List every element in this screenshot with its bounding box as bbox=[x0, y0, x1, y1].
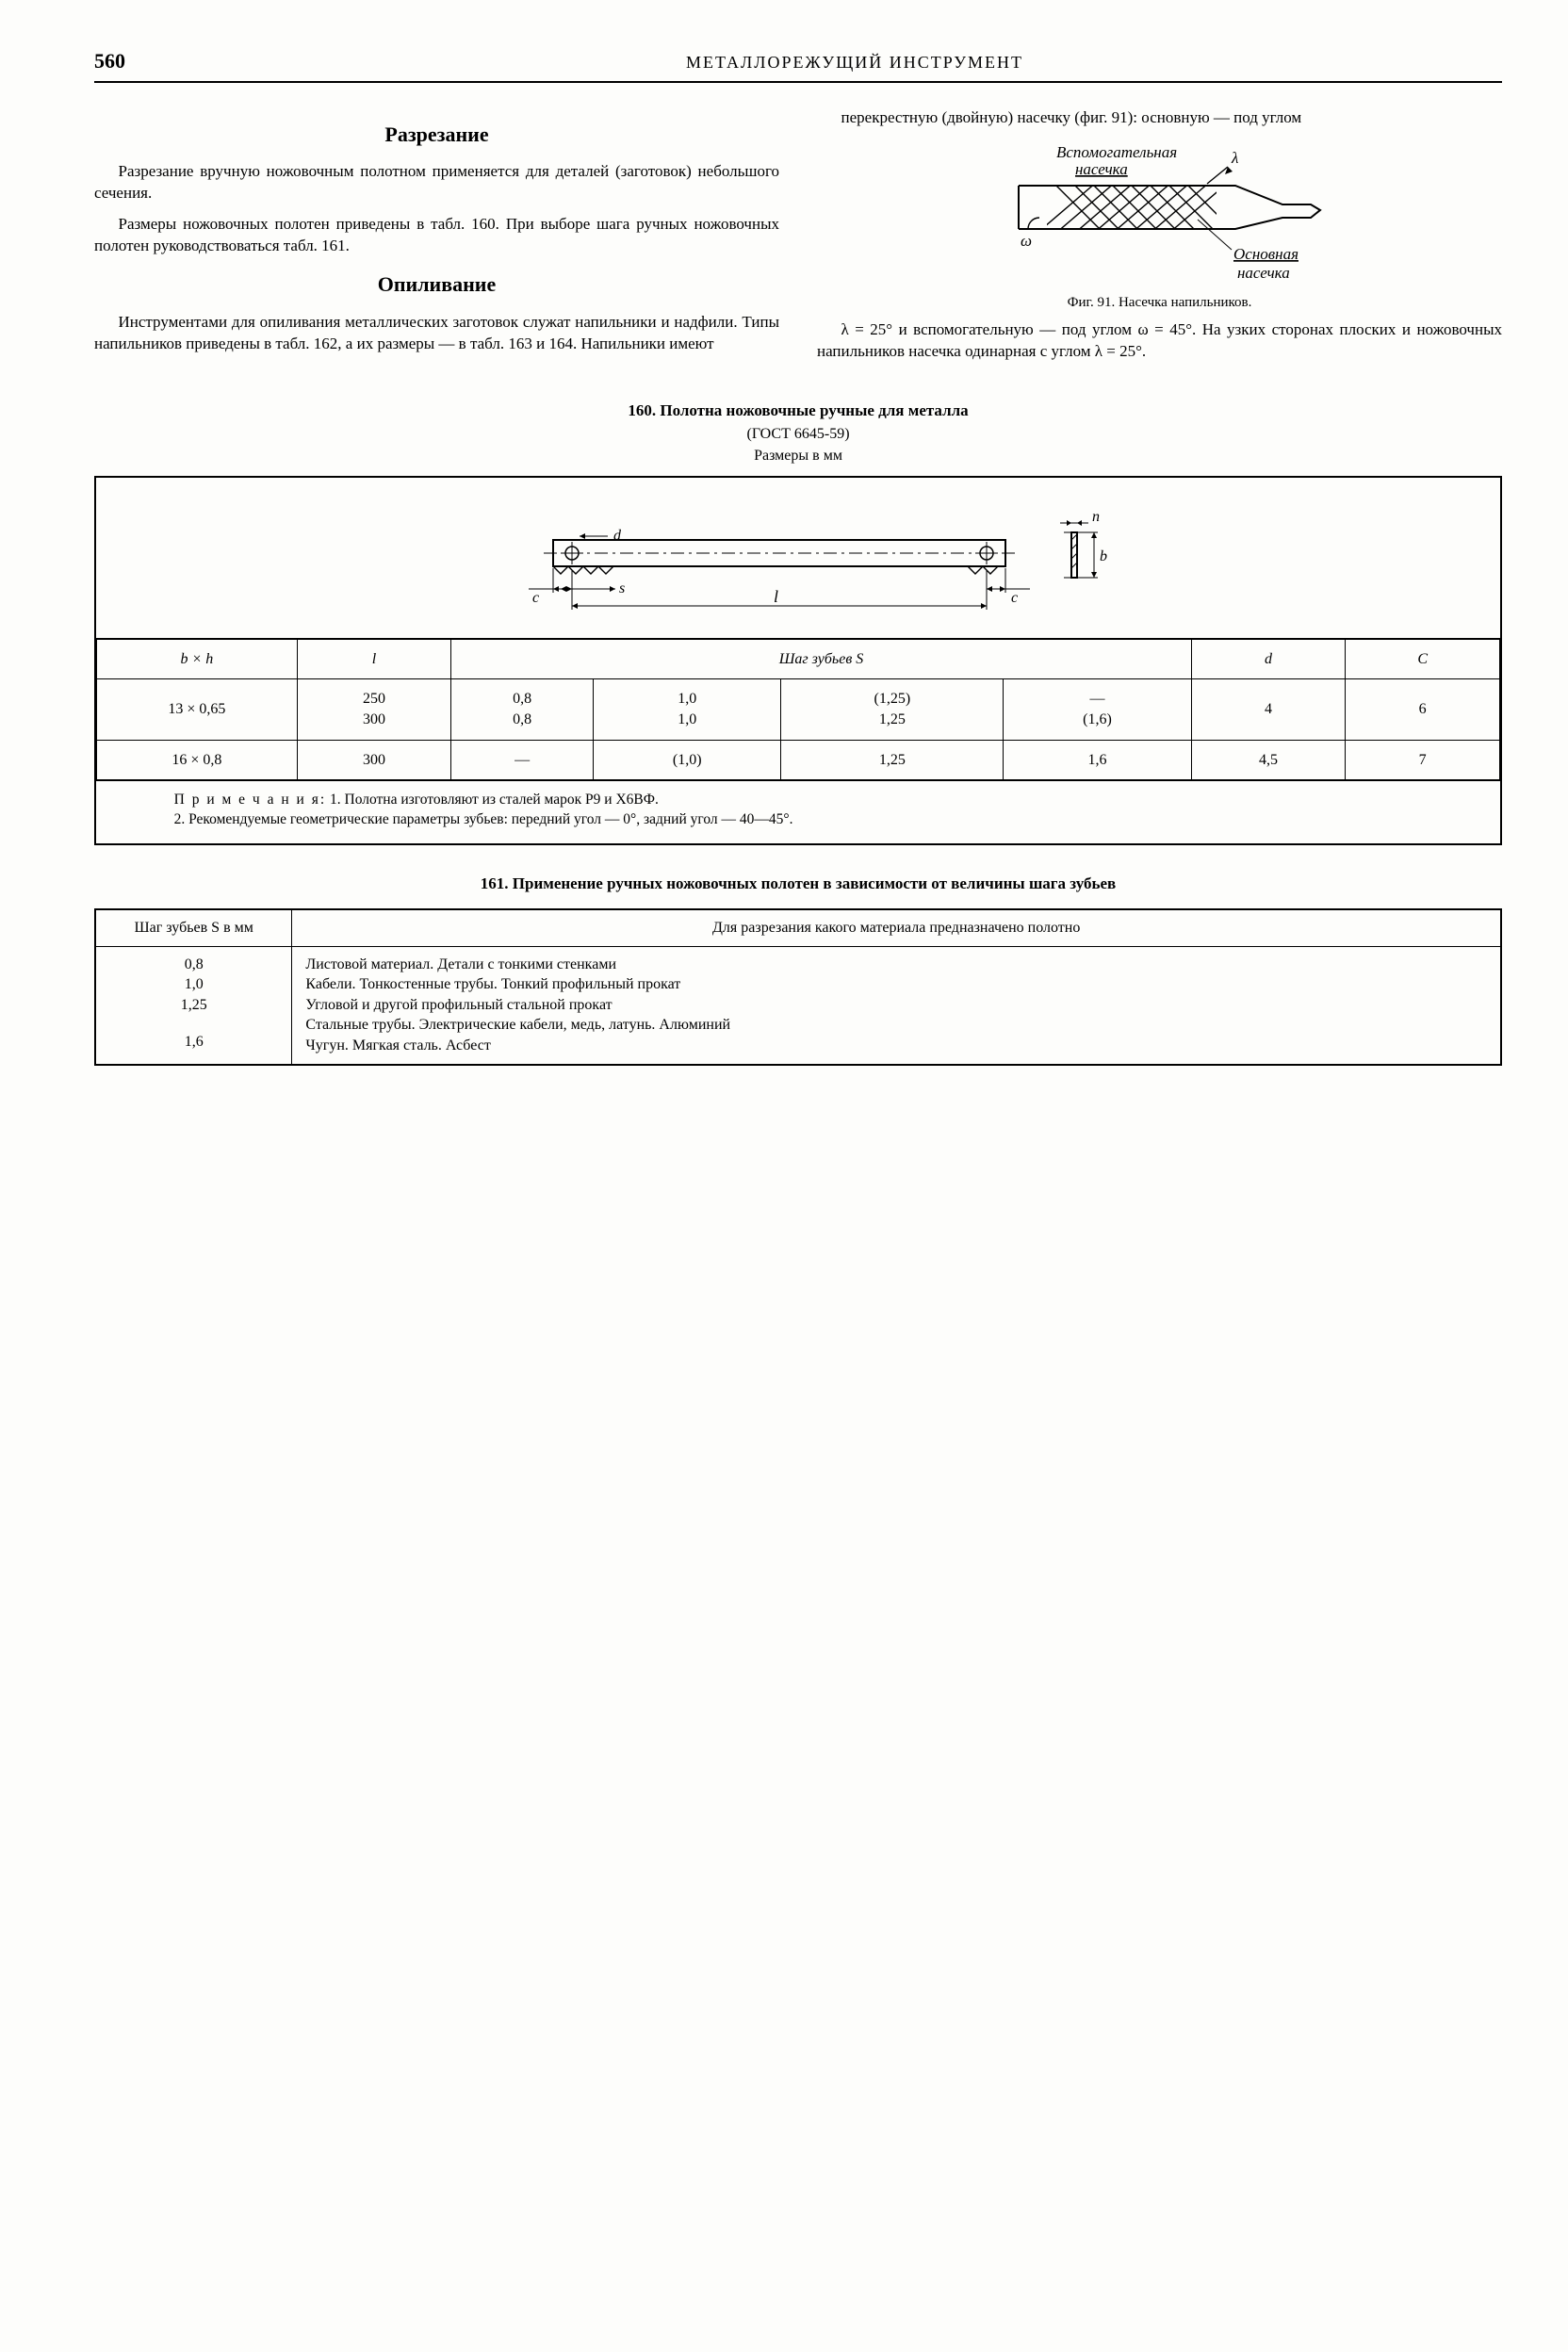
cell: 6 bbox=[1346, 679, 1500, 740]
cell: 300 bbox=[297, 740, 451, 780]
cell-text: Листовой материал. Детали с тонкими стен… bbox=[305, 955, 1487, 975]
table-160-gost: (ГОСТ 6645-59) bbox=[94, 424, 1502, 445]
table-160-outer: d s l c c bbox=[94, 476, 1502, 845]
fig91-label-main2: насечка bbox=[1237, 264, 1290, 282]
note-1: 1. Полотна изготовляют из сталей марок Р… bbox=[330, 792, 659, 808]
cell: —(1,6) bbox=[1004, 679, 1191, 740]
cell: 1,25 bbox=[781, 740, 1004, 780]
cell: (1,0) bbox=[594, 740, 781, 780]
diagram-label-d: d bbox=[613, 528, 622, 544]
section-title-opilivanie: Опиливание bbox=[94, 270, 779, 299]
cell: 0,8 1,0 1,25 1,6 bbox=[95, 946, 292, 1064]
cell-text: 0,8 bbox=[109, 955, 278, 975]
left-column: Разрезание Разрезание вручную ножовочным… bbox=[94, 107, 779, 372]
cell: 1,6 bbox=[1004, 740, 1191, 780]
fig91-label-aux2: насечка bbox=[1075, 160, 1128, 178]
note-2: 2. Рекомендуемые геометрические параметр… bbox=[174, 811, 793, 827]
th-step: Шаг зубьев S bbox=[451, 639, 1191, 679]
cell-text: Угловой и другой профильный стальной про… bbox=[305, 995, 1487, 1036]
cell: Листовой материал. Детали с тонкими стен… bbox=[292, 946, 1501, 1064]
diagram-label-s: s bbox=[619, 580, 625, 596]
cell: 13 × 0,65 bbox=[97, 679, 298, 740]
diagram-label-c-right: c bbox=[1011, 590, 1018, 606]
cell: (1,25)1,25 bbox=[781, 679, 1004, 740]
table-row: 0,8 1,0 1,25 1,6 Листовой материал. Дета… bbox=[95, 946, 1501, 1064]
two-column-body: Разрезание Разрезание вручную ножовочным… bbox=[94, 107, 1502, 372]
cell: — bbox=[451, 740, 594, 780]
th-desc: Для разрезания какого материала предназн… bbox=[292, 909, 1501, 946]
diagram-label-c-left: c bbox=[532, 590, 539, 606]
cell-text: 1,6 bbox=[109, 1032, 278, 1053]
diagram-label-b: b bbox=[1100, 548, 1107, 564]
table-160-block: 160. Полотна ножовочные ручные для метал… bbox=[94, 400, 1502, 845]
cell: 1,01,0 bbox=[594, 679, 781, 740]
cell-text: 1,0 bbox=[109, 974, 278, 995]
cell: 4,5 bbox=[1191, 740, 1346, 780]
table-160-notes: П р и м е ч а н и я: 1. Полотна изготовл… bbox=[96, 780, 1500, 843]
table-160-units: Размеры в мм bbox=[94, 446, 1502, 466]
paragraph: перекрестную (двойную) насечку (фиг. 91)… bbox=[817, 107, 1502, 129]
figure-91: Вспомогательная насечка λ ω Основная нас… bbox=[817, 139, 1502, 312]
fig91-lambda: λ bbox=[1231, 149, 1238, 167]
table-row: Шаг зубьев S в мм Для разрезания какого … bbox=[95, 909, 1501, 946]
page-number: 560 bbox=[94, 47, 207, 75]
paragraph: Разрезание вручную ножовочным по­лотном … bbox=[94, 161, 779, 204]
figure-91-caption: Фиг. 91. Насечка напильников. bbox=[817, 293, 1502, 312]
cell-text: Кабели. Тонкостенные трубы. Тонкий профи… bbox=[305, 974, 1487, 995]
table-160: b × h l Шаг зубьев S d C 13 × 0,65 25030… bbox=[96, 639, 1500, 780]
th-step: Шаг зубьев S в мм bbox=[95, 909, 292, 946]
cell: 250300 bbox=[297, 679, 451, 740]
diagram-label-l: l bbox=[774, 587, 778, 606]
cell: 7 bbox=[1346, 740, 1500, 780]
fig91-label-aux: Вспомогательная bbox=[1056, 143, 1177, 161]
running-title: МЕТАЛЛОРЕЖУЩИЙ ИНСТРУМЕНТ bbox=[207, 51, 1502, 74]
figure-91-svg: Вспомогательная насечка λ ω Основная нас… bbox=[990, 139, 1330, 289]
th-bxh: b × h bbox=[97, 639, 298, 679]
table-row: 16 × 0,8 300 — (1,0) 1,25 1,6 4,5 7 bbox=[97, 740, 1500, 780]
fig91-omega: ω bbox=[1021, 232, 1032, 250]
table-161-block: 161. Применение ручных ножовочных полоте… bbox=[94, 874, 1502, 1066]
right-column: перекрестную (двойную) насечку (фиг. 91)… bbox=[817, 107, 1502, 372]
cell: 0,80,8 bbox=[451, 679, 594, 740]
notes-label: П р и м е ч а н и я: bbox=[174, 792, 327, 808]
cell-text: 1,25 bbox=[109, 995, 278, 1016]
th-c: C bbox=[1346, 639, 1500, 679]
cell: 4 bbox=[1191, 679, 1346, 740]
diagram-label-n: n bbox=[1092, 509, 1100, 525]
section-title-razrezanie: Разрезание bbox=[94, 121, 779, 149]
th-l: l bbox=[297, 639, 451, 679]
cell-text: Чугун. Мягкая сталь. Асбест bbox=[305, 1036, 1487, 1056]
cell: 16 × 0,8 bbox=[97, 740, 298, 780]
table-161-title: 161. Применение ручных ножовочных полоте… bbox=[94, 874, 1502, 895]
table-160-title: 160. Полотна ножовочные ручные для метал… bbox=[94, 400, 1502, 422]
page-header: 560 МЕТАЛЛОРЕЖУЩИЙ ИНСТРУМЕНТ bbox=[94, 47, 1502, 83]
fig91-label-main: Основная bbox=[1233, 245, 1298, 263]
paragraph: λ = 25° и вспомогательную — под углом ω … bbox=[817, 319, 1502, 363]
paragraph: Инструментами для опиливания ме­талличес… bbox=[94, 312, 779, 355]
table-row: b × h l Шаг зубьев S d C bbox=[97, 639, 1500, 679]
table-161: Шаг зубьев S в мм Для разрезания какого … bbox=[94, 908, 1502, 1066]
th-d: d bbox=[1191, 639, 1346, 679]
hacksaw-blade-diagram: d s l c c bbox=[96, 478, 1500, 639]
paragraph: Размеры ножовочных полотен при­ведены в … bbox=[94, 214, 779, 257]
table-row: 13 × 0,65 250300 0,80,8 1,01,0 (1,25)1,2… bbox=[97, 679, 1500, 740]
